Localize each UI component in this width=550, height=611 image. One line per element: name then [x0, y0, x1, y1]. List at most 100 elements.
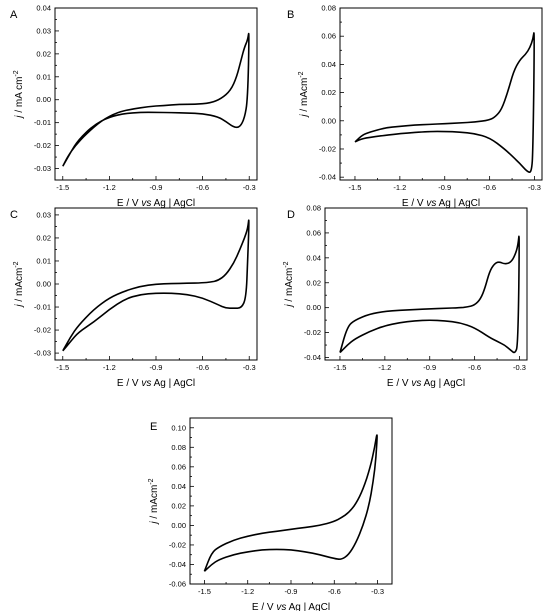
y-tick-label: 0.00: [36, 280, 51, 289]
x-axis-label: E / V vs Ag | AgCl: [387, 378, 465, 389]
x-tick-label: -0.9: [150, 183, 163, 192]
x-axis-label-italic: vs: [276, 602, 286, 611]
x-tick-label: -0.3: [371, 587, 384, 596]
y-axis-label: j / mAcm-2: [148, 478, 160, 525]
y-tick-label: -0.02: [34, 326, 51, 335]
panel-letter: A: [10, 9, 18, 21]
y-axis-label-italic: j: [149, 521, 160, 526]
y-tick-label: -0.02: [34, 141, 51, 150]
y-tick-label: 0.04: [306, 253, 321, 262]
y-tick-label: 0.04: [321, 60, 336, 69]
x-axis-label-part: Ag | AgCl: [151, 198, 195, 209]
y-axis-label: j / mAcm-2: [283, 261, 295, 308]
y-tick-label: 0.01: [36, 256, 51, 265]
y-tick-label: 0.02: [36, 49, 51, 58]
panel-d: D -1.5 -1.2 -0.9 -0.6 -0.3 -0.04 -0.02 0.00 0.02 0…: [283, 204, 528, 389]
x-axis-label: E / V vs Ag | AgCl: [252, 602, 330, 611]
x-axis-label: E / V vs Ag | AgCl: [117, 198, 195, 209]
x-tick-label: -1.5: [333, 363, 346, 372]
y-axis-label-italic: j: [299, 114, 310, 119]
y-tick-label: 0.00: [36, 95, 51, 104]
x-axis-label-part: E / V: [387, 378, 411, 389]
x-tick-label: -1.5: [56, 183, 69, 192]
y-axis-label: j / mAcm-2: [298, 71, 310, 118]
cv-curve: [62, 32, 250, 167]
y-tick-label: -0.04: [169, 560, 186, 569]
x-tick-label: -0.6: [468, 363, 481, 372]
y-tick-label: 0.00: [321, 116, 336, 125]
x-tick-label: -0.6: [328, 587, 341, 596]
panel-c: C -1.5 -1.2 -0.9 -0.6 -0.3 -0.03 -0.02 -0.01 0.00…: [10, 207, 258, 389]
x-tick-label: -0.9: [423, 363, 436, 372]
y-axis-label-italic: j: [14, 304, 25, 309]
plot-frame: [324, 207, 528, 361]
y-tick-label: 0.02: [306, 278, 321, 287]
x-tick-label: -1.5: [348, 183, 361, 192]
y-tick-label: 0.02: [321, 88, 336, 97]
x-tick-label: -1.2: [241, 587, 254, 596]
y-tick-label: 0.08: [321, 4, 336, 13]
y-axis-label: j / mA cm-2: [13, 70, 25, 119]
y-tick-label: 0.06: [321, 32, 336, 41]
panel-e: E -1.5 -1.2 -0.9 -0.6 -0.3 -0.06 -0.04 -0.02 0.00…: [148, 417, 393, 611]
x-tick-label: -0.6: [483, 183, 496, 192]
x-tick-label: -0.9: [285, 587, 298, 596]
y-tick-label: -0.03: [34, 349, 51, 358]
y-tick-label: 0.02: [171, 501, 186, 510]
panel-a: A -1.5 -1.2 -0.9 -0.6 -0.3 -0.03 -0.02 -0.01 0.00…: [10, 4, 258, 209]
x-axis-label-part: E / V: [117, 378, 141, 389]
x-axis-label-italic: vs: [141, 198, 151, 209]
y-tick-label: -0.01: [34, 118, 51, 127]
y-tick-label: 0.06: [306, 228, 321, 237]
panel-letter: C: [10, 209, 18, 221]
x-tick-label: -0.3: [243, 363, 256, 372]
x-tick-label: -0.9: [438, 183, 451, 192]
x-axis-label-part: E / V: [252, 602, 276, 611]
x-axis-label-italic: vs: [426, 198, 436, 209]
y-tick-label: 0.01: [36, 72, 51, 81]
x-axis-label-part: Ag | AgCl: [421, 378, 465, 389]
x-tick-label: -0.9: [150, 363, 163, 372]
y-axis-label-italic: j: [14, 115, 25, 120]
y-axis-label-part: / mAcm: [14, 268, 25, 305]
y-axis-label-part: / mA cm: [14, 77, 25, 116]
x-axis-label: E / V vs Ag | AgCl: [117, 378, 195, 389]
x-tick-label: -1.5: [56, 363, 69, 372]
y-axis-label-italic: j: [284, 304, 295, 309]
y-tick-label: -0.03: [34, 164, 51, 173]
y-tick-label: 0.00: [171, 521, 186, 530]
y-tick-label: 0.08: [306, 204, 321, 213]
y-tick-label: 0.04: [171, 482, 186, 491]
y-tick-label: 0.08: [171, 443, 186, 452]
cv-curve: [203, 434, 378, 572]
y-tick-label: 0.10: [171, 423, 186, 432]
plot-frame: [339, 7, 543, 181]
y-tick-label: -0.02: [319, 144, 336, 153]
x-tick-label: -1.2: [378, 363, 391, 372]
x-axis-label-part: Ag | AgCl: [436, 198, 480, 209]
x-tick-label: -0.3: [243, 183, 256, 192]
panel-letter: D: [287, 209, 295, 221]
y-tick-label: 0.00: [306, 303, 321, 312]
y-tick-label: -0.04: [304, 353, 321, 362]
y-tick-label: 0.03: [36, 26, 51, 35]
x-tick-label: -0.3: [513, 363, 526, 372]
x-axis-label-italic: vs: [411, 378, 421, 389]
y-axis-label-part: / mAcm: [299, 78, 310, 115]
x-tick-label: -1.2: [393, 183, 406, 192]
cv-curve: [354, 32, 535, 174]
y-tick-label: -0.04: [319, 173, 336, 182]
x-tick-label: -1.2: [103, 183, 116, 192]
y-tick-label: 0.04: [36, 4, 51, 13]
cv-curve: [339, 235, 520, 354]
y-tick-label: -0.02: [304, 328, 321, 337]
y-axis-label-sup: -2: [13, 70, 20, 76]
y-axis-label: j / mAcm-2: [13, 261, 25, 308]
y-tick-label: -0.01: [34, 303, 51, 312]
y-axis-label-sup: -2: [148, 478, 155, 484]
y-axis-label-sup: -2: [298, 71, 305, 77]
panel-letter: B: [287, 9, 294, 21]
panel-letter: E: [150, 421, 157, 433]
cv-curve: [62, 219, 250, 352]
